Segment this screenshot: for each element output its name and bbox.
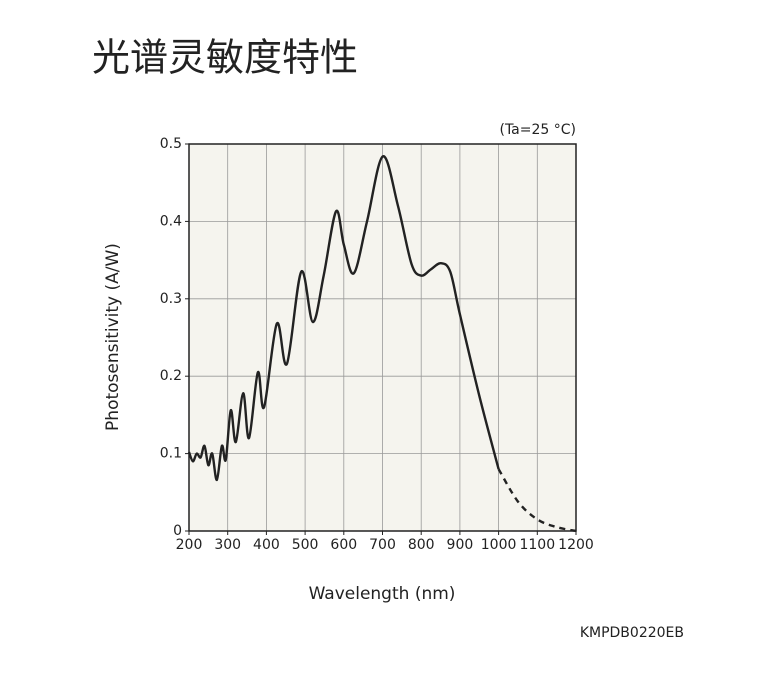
x-tick-label: 600 bbox=[330, 537, 357, 553]
x-tick-label: 1000 bbox=[481, 537, 517, 553]
line-series bbox=[497, 468, 577, 533]
x-tick-label: 1100 bbox=[519, 537, 555, 553]
y-axis-label: Photosensitivity (A/W) bbox=[103, 243, 123, 431]
y-tick-label: 0.5 bbox=[160, 136, 182, 152]
x-tick-label: 300 bbox=[214, 537, 241, 553]
x-tick-label: 400 bbox=[253, 537, 280, 553]
x-tick-label: 700 bbox=[369, 537, 396, 553]
chart-title: 光谱灵敏度特性 bbox=[92, 36, 358, 80]
x-axis-label: Wavelength (nm) bbox=[309, 584, 456, 604]
annotation: (Ta=25 °C) bbox=[499, 122, 576, 138]
x-tick-label: 800 bbox=[408, 537, 435, 553]
line-series bbox=[187, 155, 500, 482]
y-tick-label: 0.4 bbox=[160, 213, 182, 229]
y-tick-label: 0.1 bbox=[160, 446, 182, 462]
x-tick-label: 500 bbox=[292, 537, 319, 553]
x-tick-label: 900 bbox=[447, 537, 474, 553]
x-tick-label: 1200 bbox=[558, 537, 594, 553]
y-tick-label: 0 bbox=[173, 523, 182, 539]
footer-code: KMPDB0220EB bbox=[580, 625, 684, 641]
x-tick-label: 200 bbox=[176, 537, 203, 553]
y-tick-label: 0.3 bbox=[160, 291, 182, 307]
plot-border bbox=[188, 143, 577, 532]
y-tick-label: 0.2 bbox=[160, 368, 182, 384]
